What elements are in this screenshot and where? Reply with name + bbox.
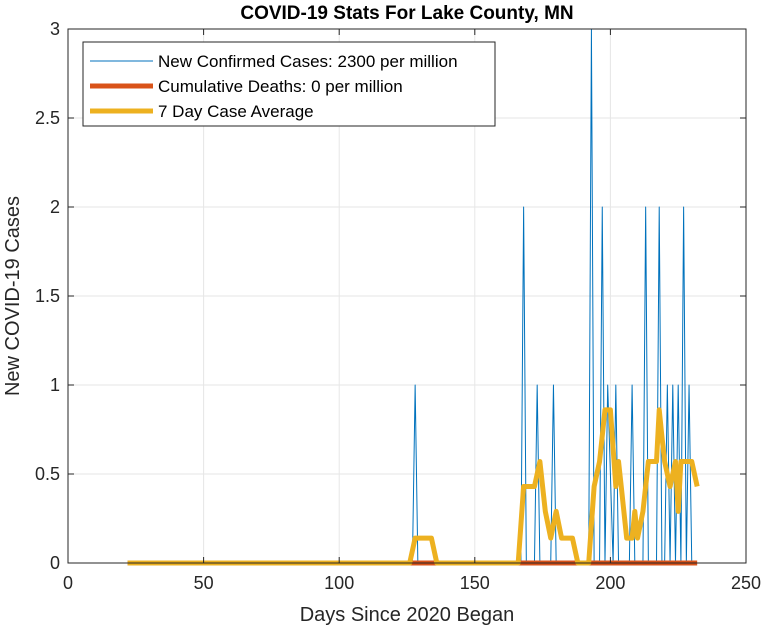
series-line-new-cases bbox=[127, 28, 698, 564]
x-tick-label: 50 bbox=[194, 573, 214, 593]
x-tick-label: 200 bbox=[595, 573, 625, 593]
legend-entry-new-cases-label: New Confirmed Cases: 2300 per million bbox=[158, 52, 458, 71]
legend-entry-cumulative-deaths-label: Cumulative Deaths: 0 per million bbox=[158, 77, 403, 96]
series-line-7-day-average bbox=[127, 407, 700, 566]
y-tick-label: 3 bbox=[50, 19, 60, 39]
x-tick-labels: 0 50 100 150 200 250 bbox=[63, 573, 761, 593]
x-tick-label: 250 bbox=[731, 573, 761, 593]
y-tick-label: 1 bbox=[50, 375, 60, 395]
x-tick-label: 0 bbox=[63, 573, 73, 593]
x-axis-label: Days Since 2020 Began bbox=[300, 604, 515, 626]
tick-marks bbox=[67, 28, 747, 564]
y-axis-label: New COVID-19 Cases bbox=[2, 196, 24, 396]
y-tick-label: 1.5 bbox=[35, 286, 60, 306]
y-tick-label: 2.5 bbox=[35, 108, 60, 128]
legend[interactable]: New Confirmed Cases: 2300 per million Cum… bbox=[82, 41, 496, 127]
legend-entries: New Confirmed Cases: 2300 per million Cum… bbox=[90, 52, 458, 121]
chart-title: COVID-19 Stats For Lake County, MN bbox=[240, 3, 573, 24]
y-tick-label: 2 bbox=[50, 197, 60, 217]
y-tick-label: 0 bbox=[50, 553, 60, 573]
legend-entry-7-day-average-label: 7 Day Case Average bbox=[158, 102, 314, 121]
y-tick-labels: 0 0.5 1 1.5 2 2.5 3 bbox=[35, 19, 60, 573]
y-tick-label: 0.5 bbox=[35, 464, 60, 484]
x-tick-label: 150 bbox=[460, 573, 490, 593]
x-tick-label: 100 bbox=[324, 573, 354, 593]
